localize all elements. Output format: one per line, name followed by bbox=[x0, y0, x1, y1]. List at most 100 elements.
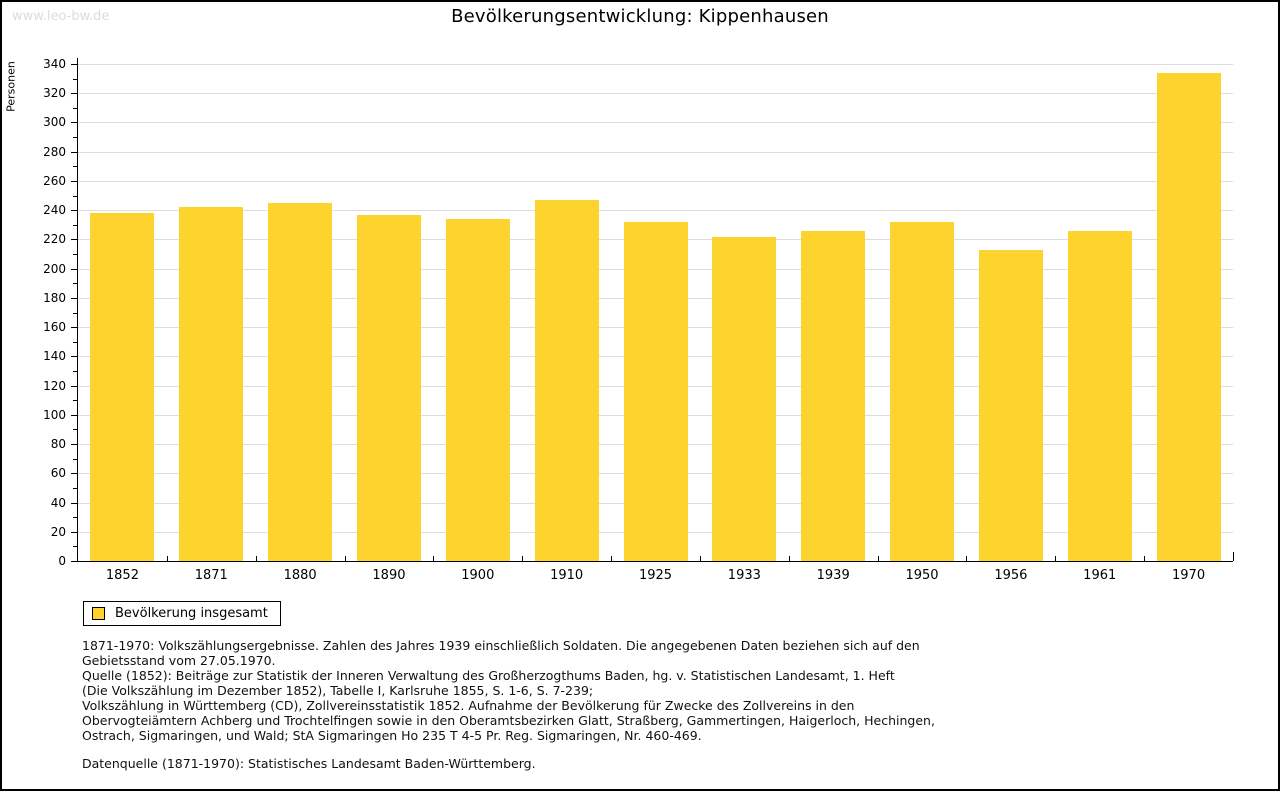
y-gridline-260 bbox=[78, 180, 1233, 182]
y-minor-tick-190 bbox=[73, 283, 77, 285]
y-tick-340 bbox=[71, 64, 77, 65]
y-minor-tick-10 bbox=[73, 546, 77, 548]
footnote-line-1: 1871-1970: Volkszählungsergebnisse. Zahl… bbox=[82, 638, 920, 653]
bar-1961 bbox=[1067, 230, 1132, 561]
x-tick-label-1890: 1890 bbox=[372, 568, 406, 583]
x-boundary-tick-1 bbox=[166, 556, 168, 561]
y-tick-300 bbox=[71, 122, 77, 124]
x-axis-line bbox=[77, 561, 1233, 562]
y-tick-40 bbox=[71, 502, 77, 504]
y-tick-label-100: 100 bbox=[43, 407, 66, 422]
y-tick-0 bbox=[71, 561, 77, 562]
y-axis-line bbox=[77, 58, 78, 561]
legend-label: Bevölkerung insgesamt bbox=[115, 606, 268, 621]
y-tick-120 bbox=[71, 385, 77, 387]
bar-1933 bbox=[712, 236, 777, 561]
legend-swatch bbox=[92, 607, 105, 620]
data-source-line: Datenquelle (1871-1970): Statistisches L… bbox=[82, 756, 536, 771]
footnote-lines: 1871-1970: Volkszählungsergebnisse. Zahl… bbox=[82, 638, 935, 743]
x-boundary-tick-3 bbox=[344, 556, 346, 561]
x-tick-label-1956: 1956 bbox=[994, 568, 1028, 583]
y-tick-100 bbox=[71, 414, 77, 416]
y-tick-180 bbox=[71, 297, 77, 299]
y-minor-tick-290 bbox=[73, 137, 77, 139]
y-gridline-300 bbox=[78, 122, 1233, 124]
y-tick-label-200: 200 bbox=[43, 261, 66, 276]
x-tick-label-1970: 1970 bbox=[1172, 568, 1206, 583]
y-tick-280 bbox=[71, 151, 77, 153]
y-tick-label-20: 20 bbox=[50, 524, 66, 539]
y-tick-320 bbox=[71, 93, 77, 95]
y-minor-tick-150 bbox=[73, 341, 77, 343]
footnote-line-5: Volkszählung in Württemberg (CD), Zollve… bbox=[82, 698, 855, 713]
bar-1871 bbox=[179, 207, 244, 561]
x-tick-label-1900: 1900 bbox=[461, 568, 495, 583]
plot-area: 0 20 40 60 80 100 120 140 160 180 200 220 240 260 280 3… bbox=[43, 57, 1234, 583]
y-tick-label-160: 160 bbox=[43, 320, 66, 335]
y-minor-tick-50 bbox=[73, 487, 77, 489]
y-minor-tick-310 bbox=[73, 107, 77, 109]
y-minor-tick-110 bbox=[73, 400, 77, 402]
x-tick-label-1880: 1880 bbox=[283, 568, 317, 583]
y-tick-label-260: 260 bbox=[43, 173, 66, 188]
chart-title: Bevölkerungsentwicklung: Kippenhausen bbox=[451, 6, 829, 27]
y-tick-label-80: 80 bbox=[50, 437, 66, 452]
y-minor-tick-90 bbox=[73, 429, 77, 431]
y-tick-200 bbox=[71, 268, 77, 270]
y-tick-label-140: 140 bbox=[43, 349, 66, 364]
x-boundary-tick-2 bbox=[255, 556, 257, 561]
footnote-line-7: Ostrach, Sigmaringen, und Wald; StA Sigm… bbox=[82, 728, 702, 743]
y-tick-240 bbox=[71, 210, 77, 212]
y-minor-tick-330 bbox=[73, 78, 77, 80]
x-tick-label-1910: 1910 bbox=[550, 568, 584, 583]
y-minor-tick-70 bbox=[73, 458, 77, 460]
y-tick-label-40: 40 bbox=[50, 495, 66, 510]
bar-1939 bbox=[801, 230, 866, 561]
bar-1910 bbox=[534, 199, 599, 561]
x-boundary-tick-9 bbox=[877, 556, 879, 561]
footnotes: 1871-1970: Volkszählungsergebnisse. Zahl… bbox=[82, 638, 935, 771]
x-boundary-tick-12 bbox=[1144, 556, 1146, 561]
x-tick-label-1939: 1939 bbox=[816, 568, 850, 583]
y-tick-label-60: 60 bbox=[50, 466, 66, 481]
x-axis-end-tick bbox=[1233, 552, 1234, 561]
y-tick-260 bbox=[71, 180, 77, 182]
footnote-line-3: Quelle (1852): Beiträge zur Statistik de… bbox=[82, 668, 895, 683]
y-tick-160 bbox=[71, 327, 77, 329]
x-tick-label-1852: 1852 bbox=[105, 568, 139, 583]
bar-1880 bbox=[268, 202, 333, 561]
x-boundary-tick-11 bbox=[1055, 556, 1057, 561]
y-minor-tick-210 bbox=[73, 254, 77, 256]
bar-1956 bbox=[978, 249, 1043, 561]
watermark: www.leo-bw.de bbox=[12, 9, 110, 24]
y-tick-label-120: 120 bbox=[43, 378, 66, 393]
x-boundary-tick-8 bbox=[788, 556, 790, 561]
y-gridline-340 bbox=[78, 64, 1233, 65]
footnote-line-6: Obervogteiämtern Achberg und Trochtelfin… bbox=[82, 713, 935, 728]
y-gridline-280 bbox=[78, 151, 1233, 153]
x-boundary-tick-4 bbox=[433, 556, 435, 561]
x-boundary-tick-6 bbox=[611, 556, 613, 561]
x-tick-label-1933: 1933 bbox=[727, 568, 761, 583]
y-tick-label-220: 220 bbox=[43, 232, 66, 247]
y-gridline-320 bbox=[78, 93, 1233, 95]
y-minor-tick-170 bbox=[73, 312, 77, 314]
y-tick-label-280: 280 bbox=[43, 144, 66, 159]
y-minor-tick-250 bbox=[73, 195, 77, 197]
y-tick-80 bbox=[71, 444, 77, 446]
y-axis-title: Personen bbox=[4, 61, 18, 112]
y-tick-20 bbox=[71, 531, 77, 533]
bar-1890 bbox=[356, 214, 421, 561]
x-tick-label-1925: 1925 bbox=[638, 568, 673, 583]
y-tick-label-0: 0 bbox=[58, 554, 66, 568]
y-tick-label-320: 320 bbox=[43, 86, 66, 101]
y-tick-60 bbox=[71, 473, 77, 475]
bar-1925 bbox=[623, 221, 688, 561]
footnote-line-2: Gebietsstand vom 27.05.1970. bbox=[82, 653, 276, 668]
y-tick-220 bbox=[71, 239, 77, 241]
bar-1950 bbox=[890, 221, 955, 561]
x-tick-label-1871: 1871 bbox=[194, 568, 228, 583]
x-boundary-tick-5 bbox=[522, 556, 524, 561]
legend-box: Bevölkerung insgesamt bbox=[83, 601, 281, 626]
